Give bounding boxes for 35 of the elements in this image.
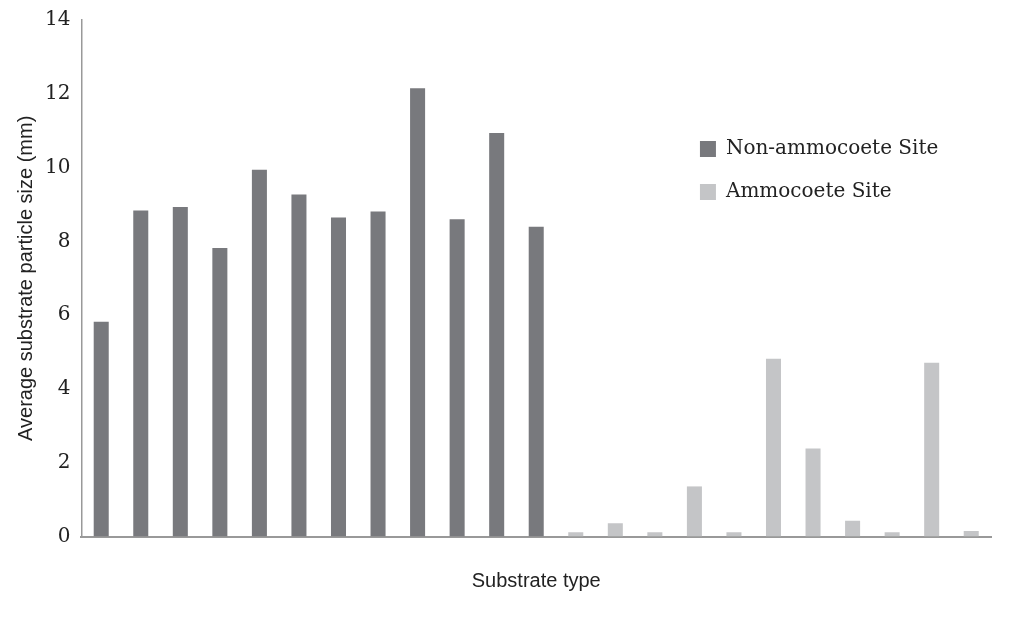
bar <box>212 248 228 537</box>
bar <box>172 207 188 537</box>
y-tick-label: 2 <box>57 449 71 473</box>
bar <box>726 532 742 537</box>
bar <box>686 486 702 537</box>
bar <box>489 132 505 537</box>
bar <box>647 532 663 537</box>
bar <box>93 321 109 537</box>
bar <box>449 219 465 537</box>
y-axis-title: Average substrate particle size (mm) <box>13 115 36 441</box>
bar <box>330 217 347 537</box>
bar <box>765 358 782 537</box>
bar <box>607 523 623 537</box>
bar <box>251 169 267 537</box>
y-tick-label: 0 <box>57 522 71 547</box>
bar <box>568 532 584 537</box>
legend-label: Non-ammocoete Site <box>725 135 939 160</box>
bar <box>884 532 900 537</box>
bar <box>805 448 821 537</box>
bar <box>528 226 544 537</box>
legend-label: Ammocoete Site <box>724 178 892 203</box>
bar <box>845 520 861 537</box>
bar <box>291 194 307 537</box>
bar <box>410 88 426 537</box>
x-axis-title: Substrate type <box>471 568 601 591</box>
y-tick-label: 12 <box>45 80 71 104</box>
y-tick-label: 6 <box>57 301 71 326</box>
y-tick-label: 4 <box>57 375 71 400</box>
y-tick-label: 10 <box>45 153 71 178</box>
bar <box>924 362 940 537</box>
bar <box>370 211 386 537</box>
y-tick-label: 8 <box>57 227 71 252</box>
y-tick-label: 14 <box>45 6 71 31</box>
bar <box>133 210 149 537</box>
bar <box>963 531 979 537</box>
